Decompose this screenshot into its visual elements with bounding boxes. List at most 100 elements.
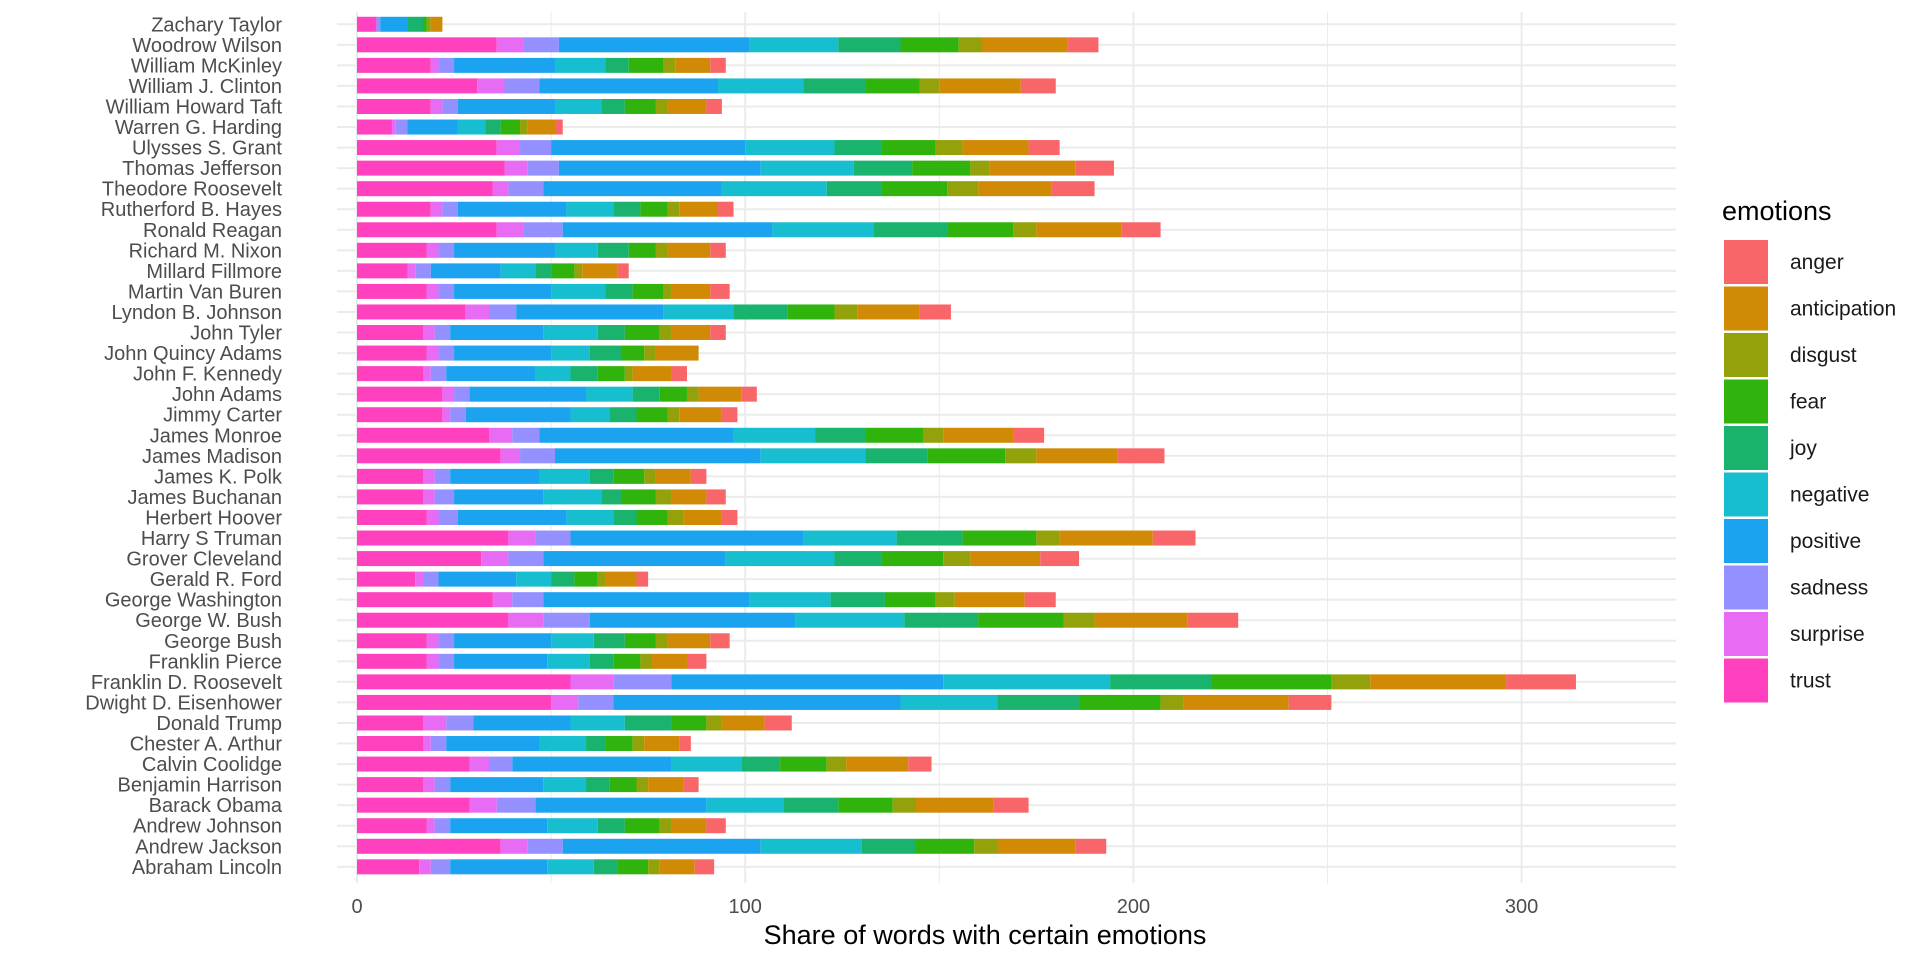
bar-segment-disgust bbox=[947, 181, 979, 197]
bar-segment-surprise bbox=[492, 592, 513, 608]
bar-segment-surprise bbox=[391, 119, 396, 135]
bar-segment-surprise bbox=[426, 653, 439, 669]
bar-segment-positive bbox=[562, 838, 761, 854]
y-axis-label: George Washington bbox=[105, 590, 282, 612]
bar-segment-fear bbox=[787, 304, 835, 320]
bar-segment-sadness bbox=[512, 427, 540, 443]
bar-segment-positive bbox=[454, 242, 555, 258]
bar-segment-anger bbox=[741, 386, 757, 402]
bar-segment-disgust bbox=[426, 16, 431, 32]
bar-segment-joy bbox=[803, 78, 866, 94]
bar-segment-positive bbox=[457, 201, 567, 217]
bar-segment-anticipation bbox=[1370, 674, 1507, 690]
bar-segment-disgust bbox=[1013, 222, 1037, 238]
bar-segment-fear bbox=[881, 551, 944, 567]
bar-segment-fear bbox=[613, 468, 645, 484]
bar-segment-surprise bbox=[504, 160, 528, 176]
bar-segment-sadness bbox=[442, 201, 458, 217]
bar-segment-fear bbox=[916, 838, 975, 854]
bar-segment-anticipation bbox=[1036, 448, 1118, 464]
y-axis-label: Woodrow Wilson bbox=[132, 35, 282, 57]
bar-segment-joy bbox=[485, 119, 501, 135]
bar-segment-anger bbox=[710, 283, 730, 299]
bar-segment-sadness bbox=[446, 715, 474, 731]
bar-segment-anticipation bbox=[698, 386, 742, 402]
bar-segment-trust bbox=[357, 407, 443, 423]
bar-segment-joy bbox=[535, 263, 552, 279]
bar-segment-fear bbox=[865, 427, 924, 443]
bar-segment-fear bbox=[628, 242, 656, 258]
bar-segment-positive bbox=[558, 160, 761, 176]
bar-segment-fear bbox=[884, 592, 936, 608]
bar-segment-negative bbox=[543, 489, 602, 505]
bar-segment-sadness bbox=[543, 612, 590, 628]
bar-segment-anticipation bbox=[671, 818, 707, 834]
bar-segment-trust bbox=[357, 489, 423, 505]
bar-segment-fear bbox=[636, 509, 668, 525]
bar-segment-anger bbox=[1040, 551, 1080, 567]
bar-segment-sadness bbox=[488, 756, 513, 772]
legend: emotions anger anticipation disgust fear joy… bbox=[1722, 196, 1896, 703]
bar-segment-sadness bbox=[438, 345, 455, 361]
bar-segment-surprise bbox=[496, 222, 524, 238]
bar-segment-anger bbox=[1117, 448, 1165, 464]
legend-label-trust: trust bbox=[1790, 670, 1831, 693]
x-axis-tick-label: 300 bbox=[1505, 896, 1538, 918]
bar-segment-anticipation bbox=[655, 345, 699, 361]
bar-segment-anticipation bbox=[997, 838, 1076, 854]
bar-segment-positive bbox=[562, 222, 773, 238]
bar-segment-disgust bbox=[659, 325, 672, 341]
bar-segment-disgust bbox=[923, 427, 944, 443]
bar-segment-anticipation bbox=[1036, 222, 1122, 238]
bar-segment-fear bbox=[624, 98, 656, 114]
bar-segment-trust bbox=[357, 859, 420, 875]
bar-segment-anticipation bbox=[659, 859, 695, 875]
bar-segment-positive bbox=[543, 592, 750, 608]
bar-segment-trust bbox=[357, 653, 427, 669]
bar-segment-anger bbox=[617, 263, 629, 279]
bar-segment-fear bbox=[900, 37, 959, 53]
bar-segment-sadness bbox=[430, 366, 447, 382]
bar-segment-trust bbox=[357, 838, 501, 854]
bar-segment-disgust bbox=[663, 283, 672, 299]
bar-segment-disgust bbox=[892, 797, 917, 813]
bar-segment-fear bbox=[865, 78, 920, 94]
bar-segment-positive bbox=[454, 633, 552, 649]
bar-segment-surprise bbox=[419, 859, 431, 875]
bar-segment-surprise bbox=[442, 407, 451, 423]
bar-segment-trust bbox=[357, 263, 408, 279]
bar-segment-anger bbox=[706, 489, 726, 505]
bar-segment-negative bbox=[663, 304, 734, 320]
bar-segment-fear bbox=[422, 16, 427, 32]
bar-segment-trust bbox=[357, 571, 416, 587]
bar-segment-trust bbox=[357, 160, 505, 176]
bar-segment-sadness bbox=[438, 283, 455, 299]
bar-segment-surprise bbox=[500, 838, 528, 854]
bar-segment-positive bbox=[438, 571, 517, 587]
bar-segment-fear bbox=[927, 448, 1006, 464]
bar-segment-disgust bbox=[970, 160, 990, 176]
bar-segment-surprise bbox=[508, 530, 536, 546]
bar-segment-fear bbox=[624, 325, 660, 341]
bar-segment-disgust bbox=[644, 345, 656, 361]
bar-segment-trust bbox=[357, 694, 552, 710]
bar-segment-positive bbox=[450, 468, 540, 484]
bar-segment-negative bbox=[733, 427, 816, 443]
bar-segment-anger bbox=[721, 509, 738, 525]
bar-segment-surprise bbox=[422, 489, 435, 505]
bar-segment-anger bbox=[993, 797, 1029, 813]
bar-segment-disgust bbox=[1331, 674, 1371, 690]
bar-segment-disgust bbox=[1160, 694, 1184, 710]
bar-segment-negative bbox=[721, 181, 827, 197]
bar-segment-disgust bbox=[935, 140, 963, 156]
bar-segment-fear bbox=[620, 345, 645, 361]
bar-segment-joy bbox=[733, 304, 788, 320]
bar-segment-surprise bbox=[415, 571, 423, 587]
bar-segment-joy bbox=[826, 181, 882, 197]
bar-segment-negative bbox=[706, 797, 785, 813]
bar-segment-negative bbox=[543, 325, 598, 341]
bar-segment-anticipation bbox=[939, 78, 1021, 94]
bar-segment-fear bbox=[632, 283, 664, 299]
bar-segment-surprise bbox=[422, 736, 431, 752]
y-axis-label: Gerald R. Ford bbox=[150, 569, 282, 591]
